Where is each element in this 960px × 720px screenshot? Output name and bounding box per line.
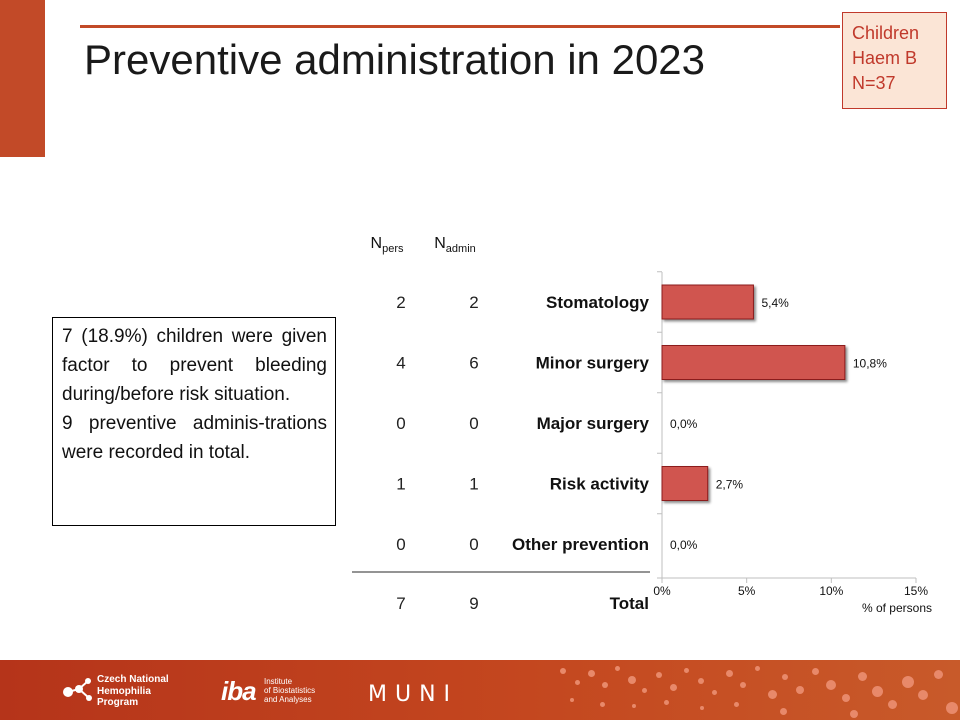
bar-data-label: 0,0% — [670, 417, 698, 431]
footer-dot — [684, 668, 689, 673]
bar — [661, 345, 846, 380]
npers-value: 4 — [396, 354, 405, 373]
iba-logo-mark: iba — [221, 676, 257, 706]
total-label: Total — [610, 594, 649, 613]
footer-dot — [656, 672, 662, 678]
category-label: Risk activity — [550, 475, 650, 494]
footer-dot — [588, 670, 595, 677]
summary-text-box: 7 (18.9%) children were given factor to … — [52, 317, 336, 526]
x-tick-label: 10% — [819, 584, 843, 598]
footer-dot — [888, 700, 897, 709]
footer-dot — [858, 672, 867, 681]
cohort-line-n: N=37 — [852, 73, 896, 93]
hemophilia-program-logo-text: Czech National Hemophilia Program — [97, 674, 169, 708]
npers-value: 2 — [396, 293, 405, 312]
footer-dot — [796, 686, 804, 694]
footer-dot — [560, 668, 566, 674]
footer-dot — [632, 704, 636, 708]
bar-data-label: 10,8% — [853, 357, 887, 371]
summary-paragraph-persons: 7 (18.9%) children were given factor to … — [62, 326, 327, 405]
footer-dot — [602, 682, 608, 688]
x-tick-label: 5% — [738, 584, 756, 598]
footer-dot — [740, 682, 746, 688]
footer-band: Czech National Hemophilia Program iba In… — [0, 660, 960, 720]
x-tick-label: 0% — [653, 584, 671, 598]
category-label: Major surgery — [537, 414, 650, 433]
nadmin-value: 6 — [469, 354, 478, 373]
footer-dot — [712, 690, 717, 695]
footer-dot — [570, 698, 574, 702]
footer-dot — [575, 680, 580, 685]
footer-dot — [782, 674, 788, 680]
npers-value: 1 — [396, 475, 405, 494]
category-label: Minor surgery — [536, 354, 650, 373]
footer-dot — [600, 702, 605, 707]
bar-data-label: 0,0% — [670, 538, 698, 552]
footer-dot — [734, 702, 739, 707]
nadmin-value: 0 — [469, 535, 478, 554]
total-npers-value: 7 — [396, 594, 405, 613]
nadmin-value: 0 — [469, 414, 478, 433]
bar — [661, 466, 709, 501]
x-tick-label: 15% — [904, 584, 928, 598]
muni-logo: MUNI — [368, 682, 459, 707]
footer-dot — [726, 670, 733, 677]
title-rule — [80, 25, 840, 28]
footer-dot — [780, 708, 787, 715]
footer-dot — [698, 678, 704, 684]
footer-dot — [755, 666, 760, 671]
footer-dot — [768, 690, 777, 699]
footer-dot — [628, 676, 636, 684]
header-nadmin: Nadmin — [434, 235, 476, 255]
bar-data-label: 2,7% — [716, 478, 744, 492]
footer-dot — [642, 688, 647, 693]
footer-dot — [918, 690, 928, 700]
summary-paragraph-administrations: 9 preventive adminis-trations were recor… — [62, 413, 327, 463]
total-nadmin-value: 9 — [469, 594, 478, 613]
footer-dot — [850, 710, 858, 718]
nadmin-value: 1 — [469, 475, 478, 494]
header-npers: Npers — [371, 235, 404, 255]
footer-dot — [700, 706, 704, 710]
cohort-line-group: Children — [852, 23, 920, 43]
bar-data-label: 5,4% — [761, 296, 789, 310]
preventive-administration-chart: Npers Nadmin 2 2 Stomatology 5,4% 4 6 Minor surg… — [352, 235, 932, 615]
footer-dot — [934, 670, 943, 679]
npers-value: 0 — [396, 535, 405, 554]
footer-dot — [842, 694, 850, 702]
hemophilia-program-logo-icon — [63, 678, 92, 701]
page-title: Preventive administration in 2023 — [84, 36, 706, 83]
footer-dot — [670, 684, 677, 691]
corner-accent-bar — [0, 0, 45, 157]
nadmin-value: 2 — [469, 293, 478, 312]
category-label: Other prevention — [512, 535, 649, 554]
footer-dot — [946, 702, 958, 714]
footer-dot — [902, 676, 914, 688]
npers-value: 0 — [396, 414, 405, 433]
footer-dot — [615, 666, 620, 671]
bar — [661, 284, 754, 320]
iba-logo-text: Institute of Biostatistics and Analyses — [264, 677, 316, 704]
footer-dot — [826, 680, 836, 690]
category-label: Stomatology — [546, 293, 649, 312]
footer-dot — [872, 686, 883, 697]
footer-dot — [664, 700, 669, 705]
footer-dot — [812, 668, 819, 675]
cohort-line-disease: Haem B — [852, 48, 918, 68]
x-axis-title: % of persons — [862, 601, 932, 615]
cohort-badge: Children Haem B N=37 — [842, 12, 947, 109]
